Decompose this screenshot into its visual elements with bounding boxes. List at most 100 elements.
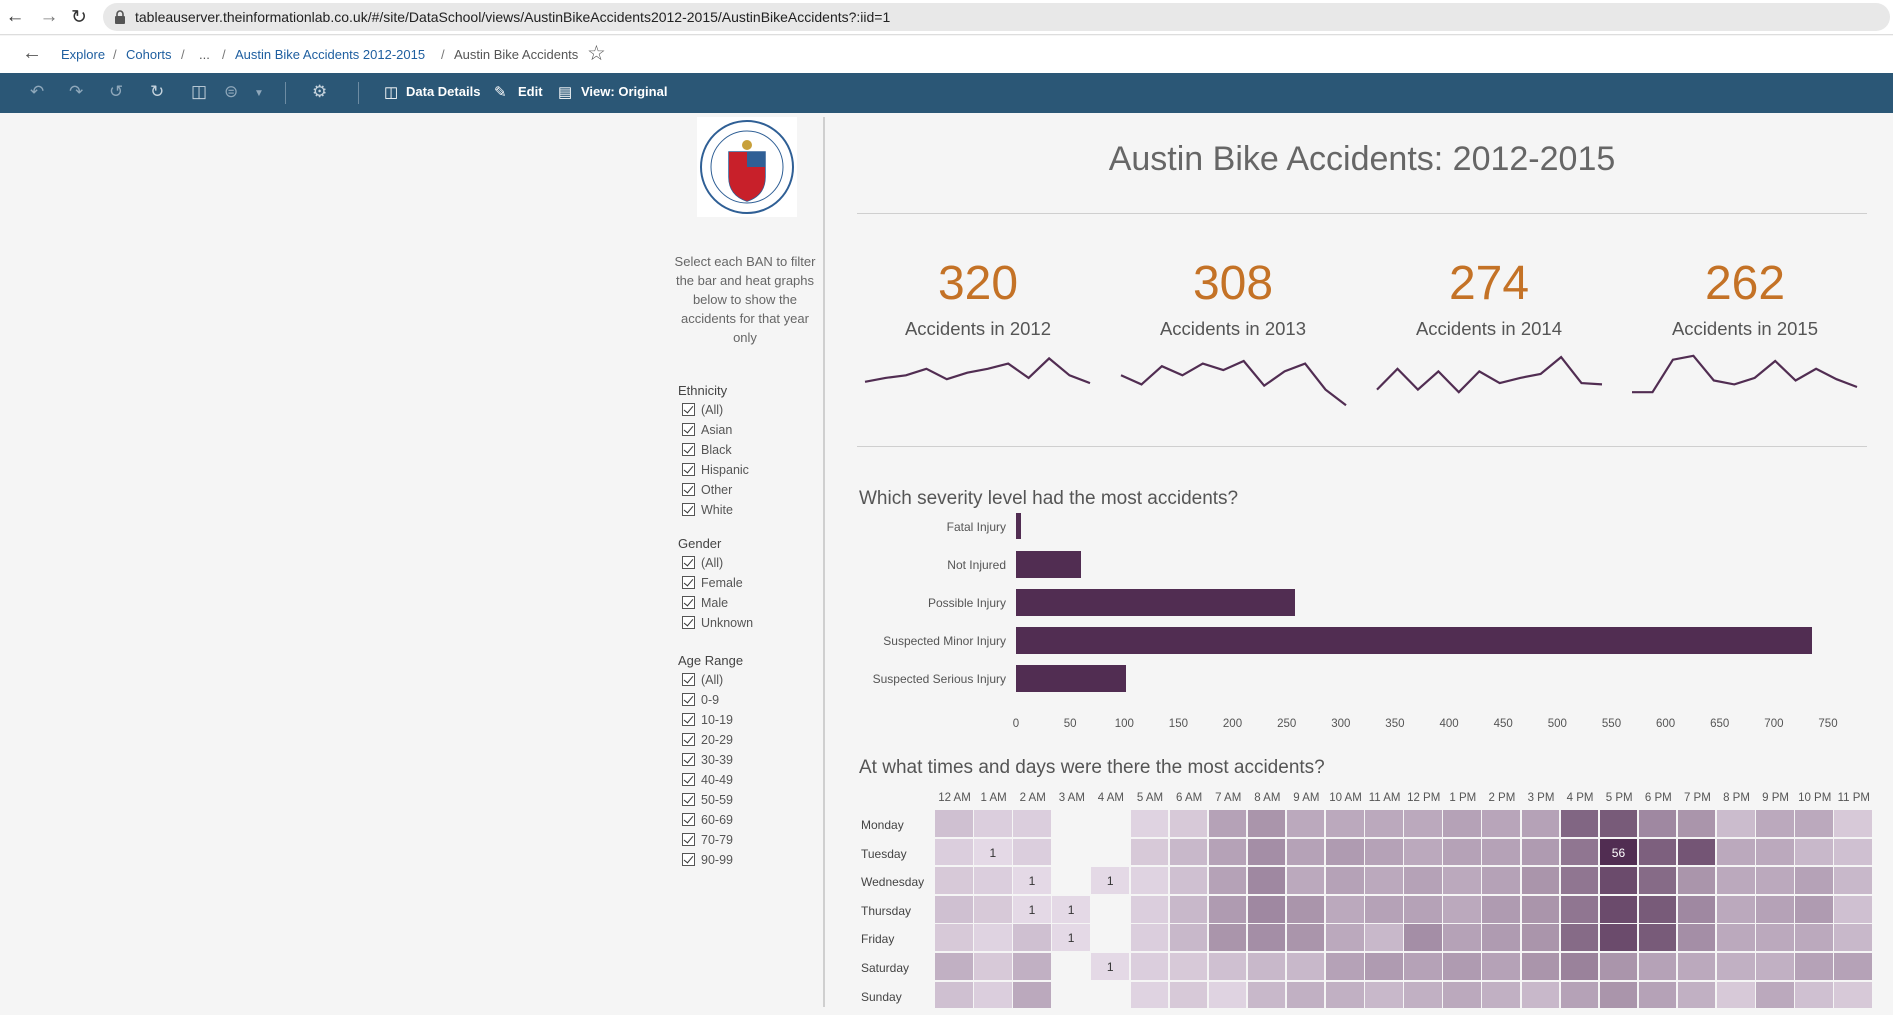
- heatmap-cell[interactable]: [1365, 895, 1403, 923]
- heatmap-cell[interactable]: [1365, 981, 1403, 1009]
- heatmap-cell[interactable]: [1482, 981, 1520, 1009]
- heatmap-cell[interactable]: [1091, 953, 1129, 980]
- heatmap-cell[interactable]: [1247, 953, 1286, 980]
- checkbox[interactable]: [682, 753, 695, 766]
- severity-bar[interactable]: [1016, 589, 1296, 616]
- heatmap-cell[interactable]: [1365, 953, 1403, 980]
- heatmap-cell[interactable]: [974, 838, 1012, 866]
- heatmap-cell[interactable]: [1326, 810, 1364, 837]
- heatmap-cell[interactable]: [1638, 867, 1677, 894]
- heatmap-cell[interactable]: [1795, 953, 1833, 980]
- heatmap-cell[interactable]: [1834, 953, 1872, 980]
- heatmap-cell[interactable]: [1482, 924, 1520, 952]
- heatmap-cell[interactable]: [1326, 838, 1364, 866]
- heatmap-cell[interactable]: [935, 810, 973, 837]
- checkbox[interactable]: [682, 616, 695, 629]
- heatmap-cell[interactable]: [1717, 953, 1755, 980]
- heatmap-cell[interactable]: [1169, 924, 1208, 952]
- checkbox[interactable]: [682, 833, 695, 846]
- heatmap-cell[interactable]: [1482, 895, 1520, 923]
- heatmap-cell[interactable]: [1834, 810, 1872, 837]
- heatmap-cell[interactable]: [1286, 838, 1325, 866]
- heatmap-cell[interactable]: [1834, 895, 1872, 923]
- checkbox[interactable]: [682, 813, 695, 826]
- heatmap-cell[interactable]: [1677, 838, 1716, 866]
- view-original-button[interactable]: View: Original: [581, 84, 668, 99]
- breadcrumb-workbook[interactable]: Austin Bike Accidents 2012-2015: [235, 47, 426, 62]
- breadcrumb-cohorts[interactable]: Cohorts: [126, 47, 172, 62]
- heatmap-cell[interactable]: [974, 867, 1012, 894]
- heatmap-cell[interactable]: [1482, 838, 1520, 866]
- heatmap-cell[interactable]: [1482, 810, 1520, 837]
- heatmap-cell[interactable]: [1404, 924, 1442, 952]
- filter-option[interactable]: (All): [682, 403, 723, 421]
- heatmap-cell[interactable]: [1404, 953, 1442, 980]
- heatmap-cell[interactable]: [1169, 867, 1208, 894]
- heatmap-cell[interactable]: [1052, 924, 1090, 952]
- filter-option[interactable]: Male: [682, 596, 728, 614]
- heatmap-cell[interactable]: [1326, 895, 1364, 923]
- heatmap-cell[interactable]: [1052, 953, 1090, 980]
- heatmap-cell[interactable]: [1560, 924, 1599, 952]
- reload-icon[interactable]: ↻: [71, 7, 87, 28]
- filter-option[interactable]: (All): [682, 673, 723, 691]
- heatmap-cell[interactable]: [1717, 981, 1755, 1009]
- checkbox[interactable]: [682, 693, 695, 706]
- filter-option[interactable]: 20-29: [682, 733, 733, 751]
- heatmap-cell[interactable]: [1286, 895, 1325, 923]
- heatmap-cell[interactable]: [1404, 867, 1442, 894]
- heatmap-cell[interactable]: [935, 924, 973, 952]
- filter-option[interactable]: 10-19: [682, 713, 733, 731]
- checkbox[interactable]: [682, 463, 695, 476]
- heatmap-cell[interactable]: [1677, 867, 1716, 894]
- heatmap-cell[interactable]: [974, 953, 1012, 980]
- heatmap-cell[interactable]: [1795, 924, 1833, 952]
- ban-value[interactable]: 320: [937, 257, 1019, 310]
- heatmap-cell[interactable]: [1756, 953, 1794, 980]
- heatmap-cell[interactable]: [1208, 953, 1247, 980]
- forward-arrow-icon[interactable]: →: [39, 6, 59, 27]
- heatmap-cell[interactable]: [1013, 810, 1051, 837]
- heatmap-cell[interactable]: [1599, 924, 1638, 952]
- heatmap-cell[interactable]: [935, 867, 973, 894]
- heatmap-cell[interactable]: [1756, 981, 1794, 1009]
- heatmap-cell[interactable]: [1130, 867, 1169, 894]
- heatmap-cell[interactable]: [1013, 895, 1051, 923]
- checkbox[interactable]: [682, 556, 695, 569]
- heatmap-cell[interactable]: [1638, 810, 1677, 837]
- filter-option[interactable]: Unknown: [682, 616, 753, 634]
- breadcrumb-explore[interactable]: Explore: [61, 47, 106, 62]
- heatmap-cell[interactable]: [1286, 953, 1325, 980]
- checkbox[interactable]: [682, 596, 695, 609]
- heatmap-cell[interactable]: [1208, 838, 1247, 866]
- ban-value[interactable]: 308: [1192, 257, 1274, 310]
- heatmap-cell[interactable]: [1091, 895, 1129, 923]
- heatmap-cell[interactable]: [1482, 953, 1520, 980]
- heatmap-cell[interactable]: [1052, 895, 1090, 923]
- heatmap-cell[interactable]: [1560, 895, 1599, 923]
- heatmap-cell[interactable]: [935, 838, 973, 866]
- heatmap-cell[interactable]: [1091, 867, 1129, 894]
- heatmap-cell[interactable]: [935, 981, 973, 1009]
- checkbox[interactable]: [682, 673, 695, 686]
- heatmap-cell[interactable]: [1169, 810, 1208, 837]
- heatmap-cell[interactable]: [1247, 895, 1286, 923]
- replay-animation-icon[interactable]: ⊜: [224, 82, 239, 101]
- heatmap-cell[interactable]: [974, 981, 1012, 1009]
- heatmap-cell[interactable]: [1013, 838, 1051, 866]
- data-details-button[interactable]: Data Details: [406, 84, 481, 99]
- heatmap-cell[interactable]: [1599, 810, 1638, 837]
- revert-icon[interactable]: ↺: [109, 82, 124, 101]
- heatmap-cell[interactable]: [1482, 867, 1520, 894]
- checkbox[interactable]: [682, 503, 695, 516]
- heatmap-cell[interactable]: [1756, 810, 1794, 837]
- heatmap-cell[interactable]: [1521, 924, 1560, 952]
- heatmap-cell[interactable]: [1013, 953, 1051, 980]
- heatmap-cell[interactable]: [1365, 810, 1403, 837]
- filter-option[interactable]: Female: [682, 576, 743, 594]
- heatmap-cell[interactable]: [1247, 838, 1286, 866]
- heatmap-cell[interactable]: [1599, 838, 1638, 866]
- checkbox[interactable]: [682, 576, 695, 589]
- heatmap-cell[interactable]: [1247, 924, 1286, 952]
- heatmap-cell[interactable]: [1365, 924, 1403, 952]
